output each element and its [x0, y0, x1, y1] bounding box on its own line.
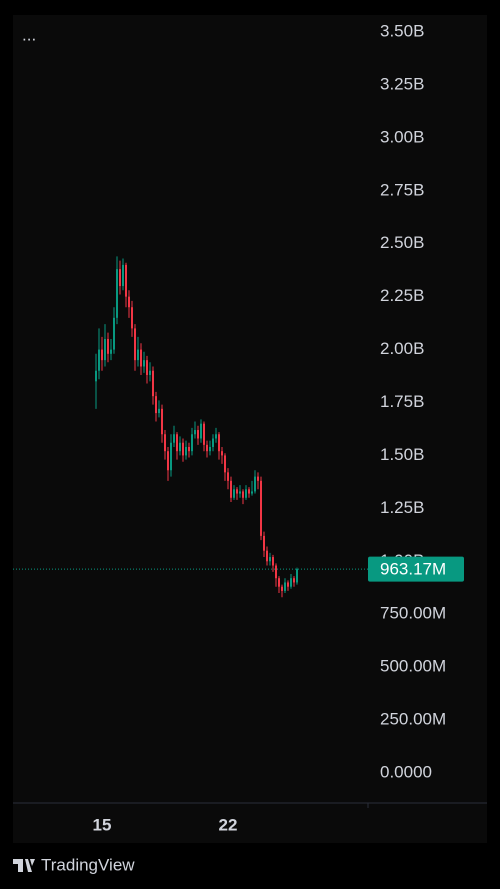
y-tick-label: 750.00M — [380, 604, 446, 623]
candle-body — [185, 446, 187, 456]
candle-body — [272, 557, 274, 566]
candle-body — [140, 349, 142, 367]
candle-body — [245, 489, 247, 498]
candle-body — [122, 264, 124, 287]
y-tick-label: 0.0000 — [380, 762, 432, 781]
candle-body — [194, 430, 196, 435]
candle-body — [218, 434, 220, 452]
candle-body — [212, 438, 214, 447]
candle-body — [173, 434, 175, 443]
candle-body — [278, 578, 280, 587]
candle-body — [203, 423, 205, 445]
menu-button[interactable]: ... — [22, 25, 36, 44]
candle-body — [257, 476, 259, 481]
candle-body — [113, 317, 115, 350]
candle-body — [236, 489, 238, 494]
y-tick-label: 1.75B — [380, 392, 424, 411]
candle-body — [242, 491, 244, 498]
candle-body — [104, 338, 106, 361]
candle-body — [191, 434, 193, 452]
candle-body — [248, 489, 250, 494]
candle-body — [200, 423, 202, 439]
candle-body — [251, 491, 253, 494]
candle-body — [167, 451, 169, 471]
last-price-box — [368, 556, 464, 582]
candle-body — [98, 349, 100, 371]
candle-body — [95, 370, 97, 382]
y-tick-label: 3.25B — [380, 74, 424, 93]
candle-body — [287, 582, 289, 587]
candle-body — [143, 360, 145, 367]
candle-body — [149, 370, 151, 375]
candle-body — [119, 269, 121, 287]
candle-body — [107, 338, 109, 354]
brand-logo — [13, 859, 35, 872]
candle-body — [164, 434, 166, 452]
candle-body — [254, 476, 256, 492]
candle-body — [233, 489, 235, 498]
candle-body — [239, 491, 241, 494]
candle-body — [293, 578, 295, 583]
y-tick-label: 2.75B — [380, 180, 424, 199]
candle-body — [125, 264, 127, 297]
candle-body — [227, 472, 229, 481]
candle-body — [179, 442, 181, 452]
candle-body — [170, 442, 172, 471]
candle-body — [137, 349, 139, 361]
candle-body — [209, 446, 211, 452]
candle-body — [296, 569, 298, 583]
candle-body — [263, 535, 265, 551]
candle-body — [215, 434, 217, 439]
candle-body — [281, 586, 283, 591]
candle-body — [188, 446, 190, 452]
candle-body — [155, 396, 157, 414]
y-tick-label: 500.00M — [380, 657, 446, 676]
candle-body — [230, 480, 232, 498]
candle-body — [146, 360, 148, 375]
candle-body — [131, 307, 133, 329]
candle-body — [116, 269, 118, 318]
x-tick-label: 22 — [219, 815, 238, 834]
candle-body — [128, 296, 130, 308]
candle-body — [269, 557, 271, 562]
candle-body — [152, 370, 154, 397]
candle-body — [158, 408, 160, 414]
y-tick-label: 1.50B — [380, 445, 424, 464]
candle-body — [182, 442, 184, 456]
candle-body — [284, 582, 286, 591]
candle-body — [101, 349, 103, 361]
y-tick-label: 3.00B — [380, 127, 424, 146]
candle-body — [266, 550, 268, 562]
y-tick-label: 3.50B — [380, 21, 424, 40]
y-tick-label: 2.50B — [380, 233, 424, 252]
y-tick-label: 250.00M — [380, 710, 446, 729]
candle-body — [260, 480, 262, 536]
candle-body — [110, 349, 112, 354]
candle-body — [290, 578, 292, 587]
candle-body — [206, 444, 208, 452]
x-tick-label: 15 — [93, 815, 112, 834]
chart-pane — [13, 15, 487, 843]
y-tick-label: 2.25B — [380, 286, 424, 305]
candle-body — [275, 565, 277, 579]
brand: TradingView — [41, 855, 135, 874]
candle-body — [197, 430, 199, 439]
last-price-label: 963.17M — [380, 560, 446, 579]
y-tick-label: 2.00B — [380, 339, 424, 358]
candle-body — [161, 408, 163, 435]
candle-body — [134, 328, 136, 361]
candle-body — [176, 434, 178, 452]
candle-body — [221, 451, 223, 456]
candle-body — [224, 455, 226, 473]
y-tick-label: 1.25B — [380, 498, 424, 517]
